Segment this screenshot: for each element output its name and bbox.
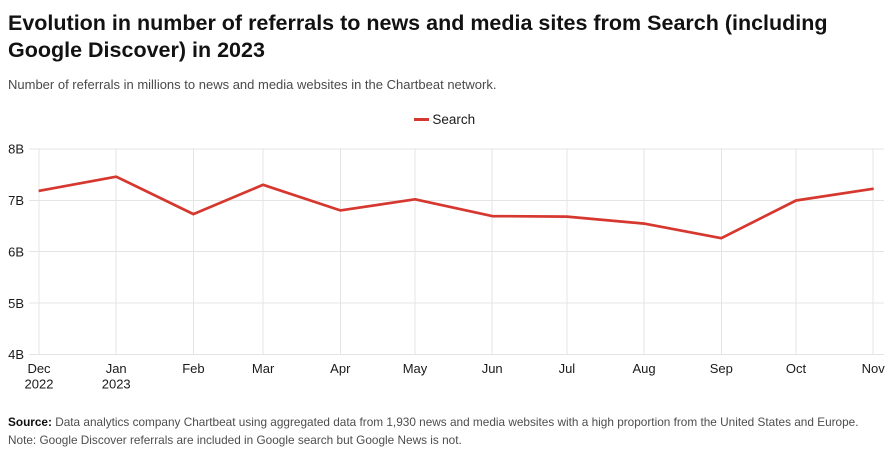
svg-text:7B: 7B bbox=[8, 193, 24, 208]
svg-text:2023: 2023 bbox=[102, 377, 131, 392]
svg-text:Sep: Sep bbox=[710, 361, 733, 376]
svg-text:8B: 8B bbox=[8, 142, 24, 157]
svg-text:May: May bbox=[403, 361, 428, 376]
svg-text:Jun: Jun bbox=[482, 361, 503, 376]
svg-text:Aug: Aug bbox=[633, 361, 656, 376]
svg-text:Dec: Dec bbox=[27, 361, 51, 376]
svg-text:5B: 5B bbox=[8, 296, 24, 311]
svg-text:Jul: Jul bbox=[559, 361, 576, 376]
svg-text:Oct: Oct bbox=[786, 361, 807, 376]
svg-text:Apr: Apr bbox=[330, 361, 351, 376]
svg-text:Jan: Jan bbox=[106, 361, 127, 376]
svg-text:Mar: Mar bbox=[252, 361, 275, 376]
svg-text:Nov: Nov bbox=[862, 361, 886, 376]
svg-text:6B: 6B bbox=[8, 244, 24, 259]
svg-text:Feb: Feb bbox=[182, 361, 204, 376]
svg-text:2022: 2022 bbox=[25, 377, 54, 392]
svg-text:4B: 4B bbox=[8, 347, 24, 362]
